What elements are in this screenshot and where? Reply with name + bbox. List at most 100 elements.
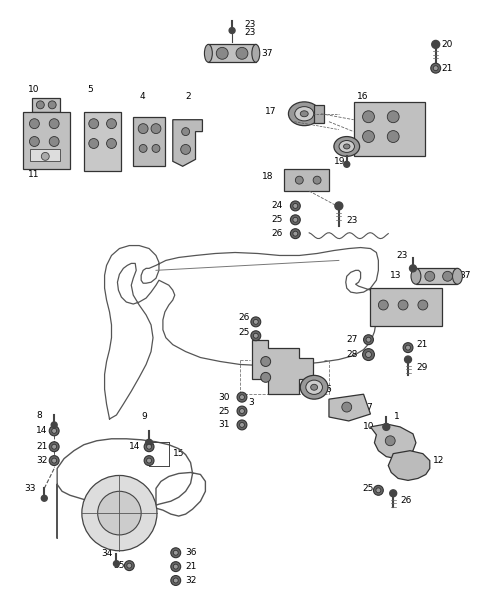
Circle shape: [173, 578, 178, 583]
Text: 25: 25: [272, 215, 283, 224]
Circle shape: [41, 495, 47, 501]
Text: 6: 6: [325, 385, 331, 394]
Text: 14: 14: [36, 427, 48, 435]
Text: 25: 25: [362, 484, 374, 493]
Ellipse shape: [411, 268, 421, 284]
Circle shape: [49, 426, 59, 436]
Circle shape: [425, 272, 435, 281]
Text: 33: 33: [24, 484, 36, 493]
Circle shape: [290, 229, 300, 238]
Circle shape: [113, 561, 120, 566]
Circle shape: [138, 124, 148, 134]
Bar: [208, 44, 256, 63]
Text: 23: 23: [396, 251, 408, 260]
Text: 36: 36: [186, 548, 197, 557]
Text: 1: 1: [394, 413, 400, 422]
Ellipse shape: [204, 44, 212, 63]
Circle shape: [432, 40, 440, 48]
Ellipse shape: [344, 144, 350, 149]
Circle shape: [405, 356, 411, 363]
Text: 37: 37: [459, 271, 471, 280]
Bar: [314, 105, 324, 123]
Circle shape: [48, 101, 56, 109]
Text: 18: 18: [262, 172, 273, 181]
Bar: [416, 268, 457, 284]
Circle shape: [171, 548, 180, 558]
Circle shape: [52, 458, 57, 463]
Circle shape: [173, 564, 178, 569]
Text: 13: 13: [390, 271, 402, 280]
Text: 30: 30: [218, 393, 230, 402]
Circle shape: [390, 490, 396, 497]
Polygon shape: [329, 394, 371, 421]
Circle shape: [409, 265, 417, 272]
Circle shape: [290, 215, 300, 225]
Circle shape: [82, 476, 157, 550]
Circle shape: [251, 317, 261, 327]
Ellipse shape: [339, 140, 354, 153]
Circle shape: [171, 562, 180, 571]
Circle shape: [49, 455, 59, 465]
Ellipse shape: [300, 111, 308, 116]
Text: 27: 27: [347, 335, 358, 344]
Bar: [354, 102, 425, 156]
Circle shape: [97, 491, 141, 535]
Circle shape: [418, 300, 428, 310]
Bar: [133, 116, 165, 166]
Circle shape: [342, 402, 352, 412]
Circle shape: [295, 176, 303, 184]
Circle shape: [216, 47, 228, 59]
Ellipse shape: [252, 44, 260, 63]
Circle shape: [362, 349, 374, 360]
Circle shape: [293, 204, 298, 208]
Circle shape: [253, 319, 258, 324]
Circle shape: [52, 428, 57, 433]
Text: 23: 23: [244, 20, 255, 29]
Circle shape: [29, 137, 39, 147]
Circle shape: [366, 352, 372, 357]
Text: 31: 31: [218, 421, 230, 430]
Circle shape: [49, 442, 59, 452]
Circle shape: [383, 424, 390, 430]
Circle shape: [152, 145, 160, 153]
Text: 21: 21: [442, 64, 453, 73]
Text: 28: 28: [347, 350, 358, 359]
Text: 20: 20: [442, 40, 453, 49]
Polygon shape: [173, 120, 203, 166]
Text: 32: 32: [36, 456, 48, 465]
Circle shape: [385, 436, 395, 446]
Circle shape: [41, 153, 49, 161]
Text: 10: 10: [362, 422, 374, 432]
Text: 9: 9: [141, 413, 147, 422]
Text: 24: 24: [272, 202, 283, 210]
Circle shape: [49, 137, 59, 147]
Text: 19: 19: [334, 157, 346, 166]
Circle shape: [229, 28, 235, 34]
Circle shape: [363, 335, 373, 345]
Circle shape: [362, 131, 374, 142]
Circle shape: [240, 409, 244, 414]
Circle shape: [145, 440, 153, 446]
Circle shape: [313, 176, 321, 184]
Bar: [33, 98, 60, 112]
Circle shape: [240, 422, 244, 427]
Circle shape: [290, 201, 300, 211]
Circle shape: [261, 372, 271, 383]
Text: 34: 34: [102, 549, 113, 558]
Circle shape: [182, 128, 190, 135]
Bar: [23, 112, 70, 169]
Text: 8: 8: [36, 411, 42, 419]
Circle shape: [376, 488, 381, 493]
Polygon shape: [371, 424, 416, 459]
Text: 11: 11: [27, 170, 39, 179]
Circle shape: [89, 119, 99, 129]
Ellipse shape: [311, 384, 318, 390]
Text: 7: 7: [367, 403, 372, 411]
Circle shape: [146, 444, 152, 449]
Text: 15: 15: [173, 449, 184, 458]
Circle shape: [378, 300, 388, 310]
Circle shape: [144, 455, 154, 465]
Text: 5: 5: [87, 85, 93, 94]
Circle shape: [107, 139, 117, 148]
Circle shape: [398, 300, 408, 310]
